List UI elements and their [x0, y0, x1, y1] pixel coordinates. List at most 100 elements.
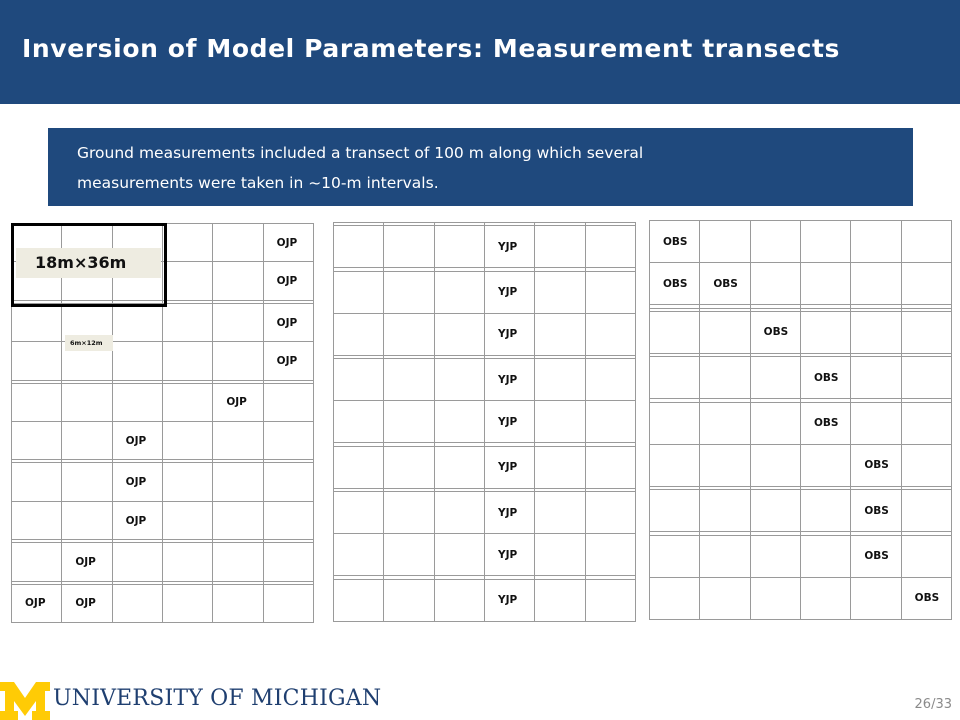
grid-cell: YJP [483, 578, 536, 623]
grid-cell [212, 421, 264, 461]
grid-cell [161, 500, 214, 541]
grid-cell [212, 500, 264, 541]
grid-cell [534, 491, 586, 535]
grid-cell [383, 358, 435, 402]
grid-row [648, 531, 953, 536]
grid-row: OBS [648, 534, 953, 578]
grid-cell [699, 489, 751, 533]
grid-cell [584, 221, 637, 227]
grid-cell [699, 356, 751, 400]
yjp-transect-grid: YJP YJP YJP YJP YJP YJP YJP YJP YJP [332, 221, 637, 623]
grid-cell [534, 533, 586, 577]
university-logo: UNIVERSITY OF MICHIGAN [0, 680, 381, 720]
grid-cell [212, 462, 264, 502]
grid-cell [749, 356, 801, 400]
grid-cell [433, 270, 485, 314]
grid-cell [534, 312, 586, 356]
grid-cell [61, 462, 113, 502]
grid-cell: OBS [850, 443, 902, 487]
grid-cell [648, 401, 701, 445]
grid-cell [584, 445, 637, 489]
grid-row [648, 352, 953, 358]
large-plot-outline [11, 223, 167, 307]
grid-row: OBS [648, 576, 953, 621]
grid-cell [584, 533, 637, 577]
grid-cell: OJP [262, 302, 315, 343]
grid-cell [161, 302, 214, 343]
grid-cell [10, 421, 63, 461]
grid-cell [10, 302, 63, 343]
grid-cell [648, 310, 701, 354]
grid-cell: YJP [483, 445, 536, 489]
grid-cell [850, 310, 902, 354]
grid-cell [332, 225, 385, 269]
grid-cell [850, 576, 902, 621]
grid-cell [332, 312, 385, 356]
grid-cell [433, 225, 485, 269]
grid-cell [161, 421, 214, 461]
grid-cell [383, 225, 435, 269]
obs-transect-grid: OBS OBS OBS OBS OBS OBS OBS OBS OBS OBS [648, 219, 953, 621]
grid-row: YJP [332, 491, 637, 535]
grid-cell: OJP [212, 382, 264, 423]
block-m-icon [0, 682, 50, 720]
grid-cell [433, 312, 485, 356]
grid-cell [584, 270, 637, 314]
grid-cell: YJP [483, 312, 536, 356]
grid-cell [161, 583, 214, 624]
grid-cell [799, 576, 852, 621]
grid-cell [383, 533, 435, 577]
grid-row: OJP OJP [10, 583, 315, 624]
grid-cell [749, 219, 801, 264]
grid-cell [584, 358, 637, 402]
grid-cell [433, 400, 485, 444]
grid-row: YJP [332, 312, 637, 356]
grid-cell [433, 533, 485, 577]
grid-row: YJP [332, 578, 637, 623]
grid-cell [10, 341, 63, 381]
grid-cell [900, 310, 953, 354]
grid-cell [584, 312, 637, 356]
grid-cell [383, 400, 435, 444]
grid-cell: OBS [648, 219, 701, 264]
callout-text: Ground measurements included a transect … [77, 138, 897, 198]
grid-cell [433, 445, 485, 489]
grid-row: YJP [332, 533, 637, 577]
grid-cell [161, 382, 214, 423]
grid-row: OBS [648, 401, 953, 445]
grid-cell: OBS [699, 262, 751, 306]
grid-cell [900, 443, 953, 487]
grid-cell: YJP [483, 533, 536, 577]
grid-row: OBS [648, 356, 953, 400]
grid-cell [584, 487, 637, 493]
grid-cell [699, 443, 751, 487]
grid-cell [111, 302, 163, 343]
grid-cell [111, 341, 163, 381]
grid-cell [111, 583, 163, 624]
grid-cell [212, 583, 264, 624]
slide-title: Inversion of Model Parameters: Measureme… [22, 34, 841, 63]
grid-cell [332, 491, 385, 535]
grid-cell [900, 219, 953, 264]
grid-cell [332, 533, 385, 577]
grid-cell: OBS [749, 310, 801, 354]
grid-cell [749, 534, 801, 578]
grid-cell: OJP [262, 341, 315, 381]
grid-row [648, 485, 953, 491]
grid-cell [584, 400, 637, 444]
university-name: UNIVERSITY OF MICHIGAN [53, 686, 382, 711]
grid-cell: OJP [262, 261, 315, 301]
grid-cell [534, 270, 586, 314]
page-number: 26/33 [914, 697, 952, 712]
grid-cell [900, 307, 953, 312]
grid-cell [584, 575, 637, 580]
grid-cell [534, 358, 586, 402]
grid-cell [900, 534, 953, 578]
grid-cell [262, 500, 315, 541]
grid-cell [383, 312, 435, 356]
grid-cell [332, 578, 385, 623]
grid-cell [850, 401, 902, 445]
grid-row: OBS [648, 443, 953, 487]
grid-cell: OJP [262, 222, 315, 263]
grid-cell [699, 310, 751, 354]
